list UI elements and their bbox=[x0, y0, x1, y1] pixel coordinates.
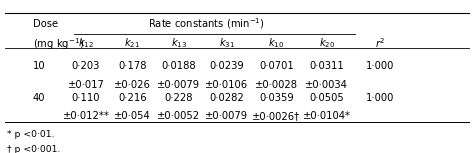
Text: ±0·0079: ±0·0079 bbox=[205, 111, 248, 121]
Text: 1·000: 1·000 bbox=[366, 93, 394, 103]
Text: ±0·017: ±0·017 bbox=[68, 80, 104, 90]
Text: 1·000: 1·000 bbox=[366, 61, 394, 71]
Text: 0·110: 0·110 bbox=[72, 93, 100, 103]
Text: † p <0·001.: † p <0·001. bbox=[7, 145, 61, 153]
Text: 0·0282: 0·0282 bbox=[210, 93, 244, 103]
Text: $k_{20}$: $k_{20}$ bbox=[319, 36, 335, 50]
Text: 0·203: 0·203 bbox=[72, 61, 100, 71]
Text: * p <0·01.: * p <0·01. bbox=[7, 130, 55, 139]
Text: ±0·0106: ±0·0106 bbox=[205, 80, 248, 90]
Text: 0·0701: 0·0701 bbox=[259, 61, 294, 71]
Text: ±0·0034: ±0·0034 bbox=[305, 80, 348, 90]
Text: ±0·026: ±0·026 bbox=[114, 80, 151, 90]
Text: 0·0239: 0·0239 bbox=[210, 61, 244, 71]
Text: Rate constants (min$^{-1}$): Rate constants (min$^{-1}$) bbox=[148, 17, 264, 32]
Text: ±0·0026†: ±0·0026† bbox=[252, 111, 301, 121]
Text: 0·0359: 0·0359 bbox=[259, 93, 294, 103]
Text: $r^{2}$: $r^{2}$ bbox=[375, 36, 385, 50]
Text: 10: 10 bbox=[33, 61, 45, 71]
Text: 0·0188: 0·0188 bbox=[162, 61, 196, 71]
Text: 40: 40 bbox=[33, 93, 45, 103]
Text: Dose: Dose bbox=[33, 19, 58, 29]
Text: $k_{10}$: $k_{10}$ bbox=[268, 36, 284, 50]
Text: 0·0311: 0·0311 bbox=[309, 61, 344, 71]
Text: ±0·054: ±0·054 bbox=[114, 111, 151, 121]
Text: (mg kg$^{-1}$): (mg kg$^{-1}$) bbox=[33, 36, 84, 52]
Text: 0·228: 0·228 bbox=[164, 93, 193, 103]
Text: ±0·0052: ±0·0052 bbox=[157, 111, 201, 121]
Text: ±0·0104*: ±0·0104* bbox=[303, 111, 351, 121]
Text: 0·0505: 0·0505 bbox=[309, 93, 344, 103]
Text: ±0·012**: ±0·012** bbox=[63, 111, 109, 121]
Text: $k_{13}$: $k_{13}$ bbox=[171, 36, 187, 50]
Text: $k_{21}$: $k_{21}$ bbox=[125, 36, 140, 50]
Text: $k_{31}$: $k_{31}$ bbox=[219, 36, 235, 50]
Text: ±0·0028: ±0·0028 bbox=[255, 80, 298, 90]
Text: 0·178: 0·178 bbox=[118, 61, 147, 71]
Text: 0·216: 0·216 bbox=[118, 93, 147, 103]
Text: $k_{12}$: $k_{12}$ bbox=[78, 36, 94, 50]
Text: ±0·0079: ±0·0079 bbox=[157, 80, 201, 90]
